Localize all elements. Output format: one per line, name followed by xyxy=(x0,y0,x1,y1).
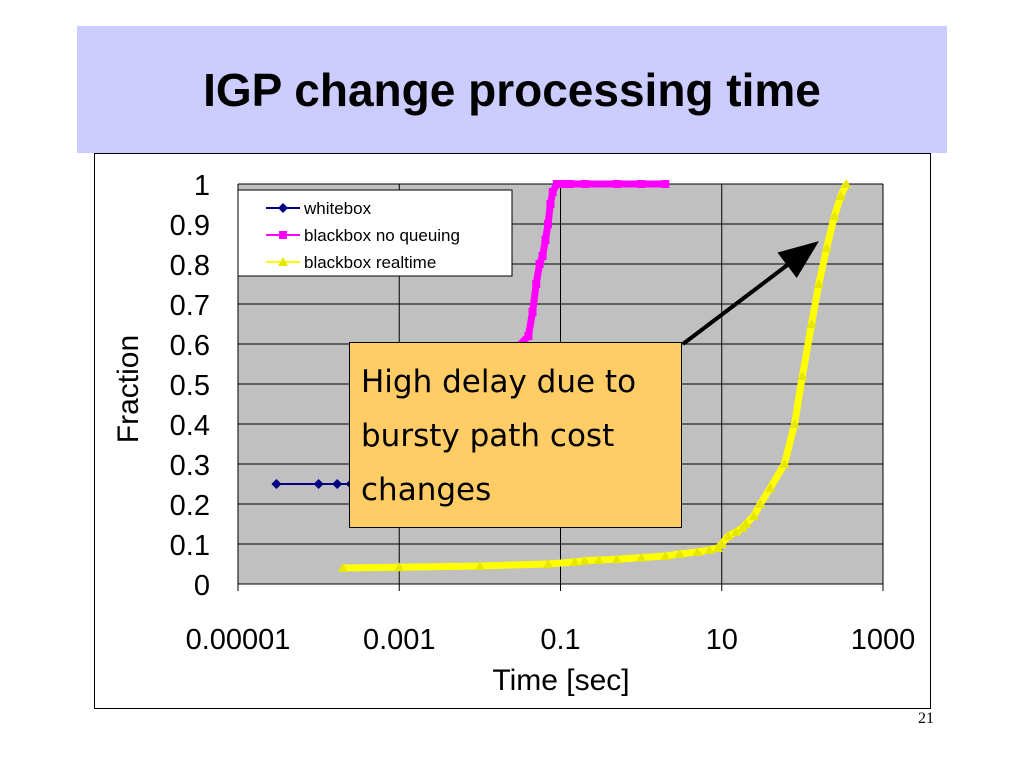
y-tick-label: 0.9 xyxy=(170,210,210,242)
x-axis-title: Time [sec] xyxy=(492,664,629,697)
data-point xyxy=(474,561,485,570)
data-point xyxy=(748,511,759,520)
data-point xyxy=(661,180,670,188)
data-point xyxy=(528,308,537,316)
title-band: IGP change processing time xyxy=(77,26,947,153)
data-point xyxy=(394,562,405,572)
data-point xyxy=(789,419,800,428)
chart-frame: 0 0.1 0.2 0.3 0.4 0.5 0.6 0.7 0.8 0.9 1 0.00001 0.00… xyxy=(94,153,931,709)
legend-label: blackbox realtime xyxy=(304,253,436,272)
data-point xyxy=(579,555,590,565)
data-point xyxy=(612,180,621,188)
y-tick-label: 0.7 xyxy=(170,290,210,322)
data-point xyxy=(337,563,348,572)
data-point xyxy=(565,180,574,188)
y-tick-label: 0.3 xyxy=(170,450,210,482)
legend-item: whitebox xyxy=(266,199,372,218)
y-axis-title: Fraction xyxy=(112,335,145,443)
data-point xyxy=(332,479,343,489)
callout-line-2: bursty path cost xyxy=(361,418,615,454)
data-point xyxy=(692,547,703,556)
x-tick-label: 1000 xyxy=(851,624,916,656)
data-point xyxy=(544,220,553,228)
y-tick-label: 0.2 xyxy=(170,490,210,522)
data-point xyxy=(741,519,752,528)
data-point xyxy=(835,191,846,200)
data-point xyxy=(637,180,646,188)
page-number: 21 xyxy=(918,710,934,727)
data-point xyxy=(636,552,647,562)
data-point xyxy=(278,257,288,266)
data-point xyxy=(541,236,550,244)
data-point xyxy=(821,243,832,252)
annotation-arrow xyxy=(681,241,819,346)
callout-line-1: High delay due to xyxy=(361,364,637,400)
data-point xyxy=(548,188,557,196)
data-point xyxy=(829,211,840,220)
data-point xyxy=(841,179,852,188)
data-point xyxy=(278,203,288,213)
legend-item: blackbox no queuing xyxy=(266,226,460,245)
x-tick-label: 0.001 xyxy=(363,624,436,656)
x-tick-label: 10 xyxy=(706,624,738,656)
data-point xyxy=(559,180,568,188)
callout-line-3: changes xyxy=(361,472,492,508)
y-tick-label: 0.1 xyxy=(170,530,210,562)
data-point xyxy=(538,252,547,260)
y-tick-label: 0.6 xyxy=(170,330,210,362)
y-tick-label: 1 xyxy=(194,170,210,202)
data-point xyxy=(813,279,824,288)
x-tick-label: 0.00001 xyxy=(186,624,291,656)
data-point xyxy=(755,499,766,508)
callout-box: High delay due to bursty path cost chang… xyxy=(349,342,682,528)
data-point xyxy=(704,545,715,554)
data-point xyxy=(797,371,808,380)
legend-label: blackbox no queuing xyxy=(304,226,460,245)
legend: whitebox blackbox no queuing blackbox real… xyxy=(237,189,513,277)
data-point xyxy=(779,459,790,468)
data-point xyxy=(806,319,817,328)
data-point xyxy=(546,200,555,208)
data-point xyxy=(313,479,324,489)
data-point xyxy=(532,280,541,288)
data-point xyxy=(716,539,727,548)
data-point xyxy=(660,551,671,560)
data-point xyxy=(524,332,533,340)
data-point xyxy=(271,479,282,489)
series-blackbox-realtime xyxy=(337,179,852,572)
x-tick-label: 0.1 xyxy=(540,624,580,656)
y-tick-label: 0 xyxy=(194,570,210,602)
data-point xyxy=(535,260,544,268)
data-point xyxy=(580,180,589,188)
data-point xyxy=(765,483,776,492)
data-point xyxy=(593,555,604,564)
y-tick-label: 0.8 xyxy=(170,250,210,282)
data-point xyxy=(674,549,685,558)
data-point xyxy=(723,531,734,540)
data-point xyxy=(543,559,554,568)
y-tick-label: 0.4 xyxy=(170,410,210,442)
legend-item: blackbox realtime xyxy=(266,253,436,272)
data-point xyxy=(569,557,580,566)
data-point xyxy=(611,554,622,564)
data-point xyxy=(730,527,741,536)
data-point xyxy=(279,231,287,239)
slide-title: IGP change processing time xyxy=(203,63,821,116)
legend-label: whitebox xyxy=(303,199,372,218)
y-tick-label: 0.5 xyxy=(170,370,210,402)
